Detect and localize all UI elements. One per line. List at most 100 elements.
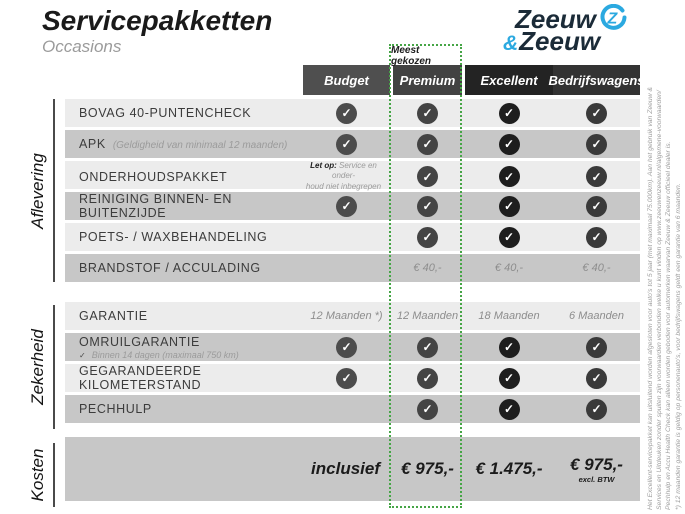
price-premium: € 975,- [390,437,465,501]
service-packages-table: Budget Premium Excellent Bedrijfswagens BOV… [65,65,645,501]
title-block: Servicepakketten Occasions [42,5,272,57]
feature-label-cell: POETS- / WAXBEHANDELING [65,223,303,251]
check-icon: ✓ [586,166,607,188]
cell-value: 12 Maanden [396,310,459,322]
cell-budget [303,254,390,282]
column-header-premium: Premium [393,65,462,95]
check-icon: ✓ [417,336,438,358]
feature-name: PECHHULP [79,402,152,416]
feature-label-cell: BOVAG 40-PUNTENCHECK [65,99,303,127]
feature-row-bovag-40-puntencheck: BOVAG 40-PUNTENCHECK ✓ ✓ ✓ ✓ [65,99,640,127]
cell-excellent: ✓ [465,99,553,127]
price-amount: € 1.475,- [475,459,543,478]
section-rail-aflevering [53,99,55,282]
check-icon: ✓ [586,398,607,420]
page-subtitle: Occasions [42,37,122,56]
svg-text:Z: Z [606,11,618,28]
cell-bedrijfswagens: ✓ [553,364,640,392]
cell-premium: € 40,- [390,254,465,282]
cell-value: 6 Maanden [568,310,625,322]
cell-bedrijfswagens: ✓ [553,395,640,423]
logo-z-swoosh-icon: Z [600,4,627,30]
cell-premium: ✓ [390,130,465,158]
feature-row-brandstof-acculading: BRANDSTOF / ACCULADING € 40,- € 40,- € 40,- [65,254,640,282]
check-icon: ✓ [586,226,607,248]
check-icon: ✓ [417,166,438,188]
cell-excellent: ✓ [465,130,553,158]
price-amount: € 975,- [401,459,454,478]
cell-excellent: ✓ [465,333,553,361]
check-icon: ✓ [586,133,607,155]
cell-premium: ✓ [390,161,465,192]
cell-value: 12 Maanden *) [310,310,383,322]
price-excellent: € 1.475,- [465,437,553,501]
check-icon: ✓ [336,133,357,155]
feature-name: GARANTIE [79,309,148,323]
zeeuw-en-zeeuw-logo: Zeeuw Z &Zeeuw [503,4,628,56]
check-icon: ✓ [586,367,607,389]
cell-budget: ✓ [303,364,390,392]
kosten-row: inclusief € 975,- € 1.475,- € 975,- excl. BT… [65,437,640,501]
feature-label-cell: GARANTIE [65,302,303,330]
cell-premium: ✓ [390,333,465,361]
cell-value: € 40,- [582,262,611,274]
check-icon: ✓ [498,195,520,217]
cell-value: € 40,- [413,262,442,274]
feature-row-gegarandeerde-kilometerstand: GEGARANDEERDE KILOMETERSTAND ✓ ✓ ✓ ✓ [65,364,640,392]
most-chosen-badge: Meest gekozen [391,45,460,67]
feature-label-cell: ONDERHOUDSPAKKET [65,161,303,192]
cell-budget: Let op: Service en onder-houd niet inbeg… [303,161,390,192]
section-label-kosten: Kosten [28,448,47,502]
footnote-line: Pechhulp en Accu Health Check kan alleen… [665,141,673,510]
check-icon: ✓ [498,398,520,420]
check-icon: ✓ [498,226,520,248]
cell-excellent: 18 Maanden [465,302,553,330]
check-icon: ✓ [586,195,607,217]
cell-value: € 40,- [494,262,524,274]
feature-row-onderhoudspakket: ONDERHOUDSPAKKET Let op: Service en onder… [65,161,640,192]
check-icon: ✓ [336,336,357,358]
cell-premium: ✓ [390,395,465,423]
page-title: Servicepakketten [42,5,273,36]
feature-row-pechhulp: PECHHULP ✓ ✓ ✓ [65,395,640,423]
cell-budget [303,223,390,251]
feature-label-cell: BRANDSTOF / ACCULADING [65,254,303,282]
footnote-line: Services en Uitdeuken zonder spuiten zij… [656,90,664,510]
header-spacer [65,65,303,95]
small-check-icon: ✓ [79,350,86,360]
cell-bedrijfswagens: ✓ [553,161,640,192]
footnote-line: *) 12 maanden garantie is geldig op pers… [674,183,682,510]
feature-name: ONDERHOUDSPAKKET [79,169,228,184]
column-header-row: Budget Premium Excellent Bedrijfswagens [65,65,645,95]
feature-row-apk: APK (Geldigheid van minimaal 12 maanden) ✓… [65,130,640,158]
feature-label-cell: OMRUILGARANTIE ✓ Binnen 14 dagen (maximaal… [65,333,303,361]
column-header-bedrijfswagens: Bedrijfswagens [548,65,645,95]
feature-name: OMRUILGARANTIE [79,334,200,349]
cell-premium: ✓ [390,192,465,220]
logo-text-zeeuw-2: Zeeuw [519,26,601,56]
check-icon: ✓ [417,102,438,124]
cell-budget: ✓ [303,130,390,158]
check-icon: ✓ [336,367,357,389]
feature-name: BOVAG 40-PUNTENCHECK [79,106,252,120]
check-icon: ✓ [498,336,520,358]
check-icon: ✓ [336,102,357,124]
kosten-inclusief-label: inclusief [311,459,380,478]
section-label-aflevering: Aflevering [28,153,47,229]
check-icon: ✓ [417,226,438,248]
check-icon: ✓ [417,398,438,420]
cell-excellent: € 40,- [465,254,553,282]
cell-bedrijfswagens: ✓ [553,130,640,158]
check-icon: ✓ [586,336,607,358]
cell-bedrijfswagens: ✓ [553,99,640,127]
cell-budget: 12 Maanden *) [303,302,390,330]
cell-excellent: ✓ [465,395,553,423]
feature-row-garantie: GARANTIE 12 Maanden *) 12 Maanden 18 Maande… [65,302,640,330]
check-icon: ✓ [498,367,520,389]
cell-budget [303,395,390,423]
feature-name: GEGARANDEERDE KILOMETERSTAND [79,364,202,392]
check-icon: ✓ [417,367,438,389]
cell-budget: ✓ [303,192,390,220]
section-rail-kosten [53,443,55,507]
